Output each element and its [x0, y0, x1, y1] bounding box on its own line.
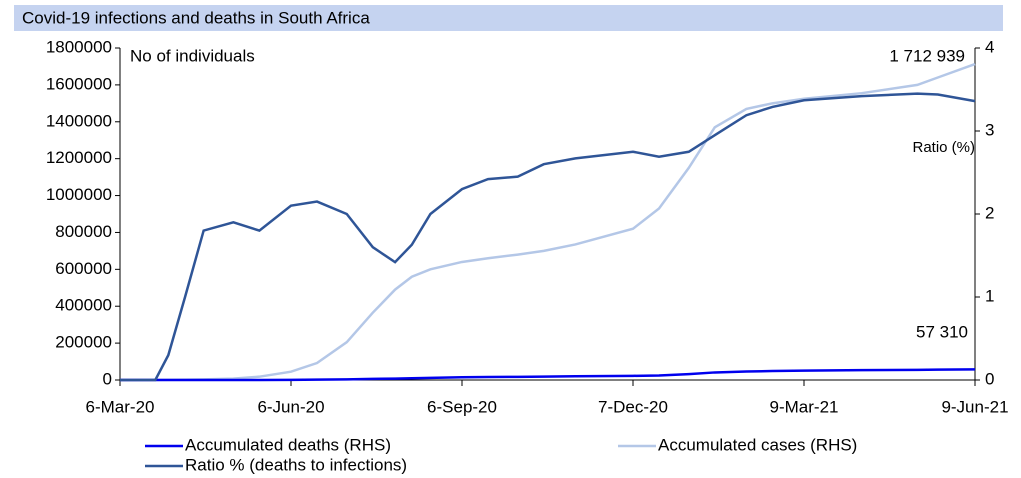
y2-tick-label: 3: [985, 120, 994, 139]
y-tick-label: 600000: [55, 259, 112, 278]
annotation: No of individuals: [130, 46, 255, 65]
y2-tick-label: 2: [985, 203, 994, 222]
y-tick-label: 0: [103, 369, 112, 388]
y-tick-label: 400000: [55, 296, 112, 315]
legend-label: Ratio % (deaths to infections): [185, 455, 407, 474]
x-tick-label: 7-Dec-20: [598, 397, 668, 416]
title-bar: [14, 5, 1003, 31]
annotation: 57 310: [916, 322, 968, 341]
y-tick-label: 1000000: [46, 185, 112, 204]
y-tick-label: 1400000: [46, 111, 112, 130]
y-tick-label: 1200000: [46, 148, 112, 167]
y2-tick-label: 1: [985, 286, 994, 305]
series-line: [120, 92, 976, 382]
annotation: Ratio (%): [912, 139, 975, 156]
x-tick-label: 9-Mar-21: [770, 397, 839, 416]
x-tick-label: 6-Jun-20: [257, 397, 324, 416]
legend-label: Accumulated cases (RHS): [658, 435, 857, 454]
x-tick-label: 6-Mar-20: [86, 397, 155, 416]
chart-title: Covid-19 infections and deaths in South …: [22, 8, 370, 27]
x-tick-label: 6-Sep-20: [427, 397, 497, 416]
y-tick-label: 1600000: [46, 74, 112, 93]
legend-label: Accumulated deaths (RHS): [185, 435, 391, 454]
annotation: 1 712 939: [889, 46, 965, 65]
x-tick-label: 9-Jun-21: [941, 397, 1008, 416]
y-tick-label: 200000: [55, 333, 112, 352]
y2-tick-label: 0: [985, 369, 994, 388]
y2-tick-label: 4: [985, 37, 994, 56]
series-line: [119, 62, 976, 382]
y-tick-label: 800000: [55, 222, 112, 241]
series-line: [120, 368, 976, 382]
y-tick-label: 1800000: [46, 37, 112, 56]
